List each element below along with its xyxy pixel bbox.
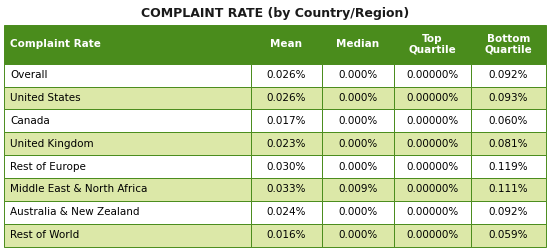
Bar xyxy=(322,64,393,87)
Bar xyxy=(4,109,251,132)
Text: 0.060%: 0.060% xyxy=(488,116,528,126)
Text: 0.024%: 0.024% xyxy=(267,207,306,217)
Bar xyxy=(322,224,393,247)
Text: 0.00000%: 0.00000% xyxy=(406,230,458,240)
Bar xyxy=(471,87,546,109)
Bar xyxy=(4,25,251,64)
Text: 0.092%: 0.092% xyxy=(488,207,528,217)
Bar xyxy=(4,201,251,224)
Text: Middle East & North Africa: Middle East & North Africa xyxy=(10,184,147,194)
Bar xyxy=(251,64,322,87)
Bar xyxy=(393,64,471,87)
Text: 0.000%: 0.000% xyxy=(338,93,377,103)
Bar xyxy=(471,64,546,87)
Text: 0.00000%: 0.00000% xyxy=(406,184,458,194)
Text: 0.000%: 0.000% xyxy=(338,162,377,172)
Text: 0.000%: 0.000% xyxy=(338,207,377,217)
Bar xyxy=(4,64,251,87)
Text: 0.017%: 0.017% xyxy=(267,116,306,126)
Text: 0.00000%: 0.00000% xyxy=(406,70,458,80)
Text: Median: Median xyxy=(336,39,380,49)
Text: Complaint Rate: Complaint Rate xyxy=(10,39,101,49)
Text: United Kingdom: United Kingdom xyxy=(10,139,94,149)
Text: 0.081%: 0.081% xyxy=(488,139,528,149)
Text: 0.033%: 0.033% xyxy=(267,184,306,194)
Text: 0.000%: 0.000% xyxy=(338,139,377,149)
Text: COMPLAINT RATE (by Country/Region): COMPLAINT RATE (by Country/Region) xyxy=(141,7,409,20)
Text: 0.093%: 0.093% xyxy=(488,93,528,103)
Text: 0.026%: 0.026% xyxy=(267,70,306,80)
Bar xyxy=(4,224,251,247)
Bar xyxy=(251,155,322,178)
Text: 0.030%: 0.030% xyxy=(267,162,306,172)
Text: 0.00000%: 0.00000% xyxy=(406,116,458,126)
Bar xyxy=(471,132,546,155)
Bar xyxy=(4,87,251,109)
Bar xyxy=(322,87,393,109)
Bar xyxy=(4,132,251,155)
Bar xyxy=(393,201,471,224)
Bar xyxy=(471,155,546,178)
Bar xyxy=(322,155,393,178)
Text: Overall: Overall xyxy=(10,70,47,80)
Bar xyxy=(251,178,322,201)
Text: 0.000%: 0.000% xyxy=(338,116,377,126)
Bar xyxy=(322,132,393,155)
Text: 0.016%: 0.016% xyxy=(267,230,306,240)
Bar xyxy=(393,224,471,247)
Bar xyxy=(393,87,471,109)
Bar xyxy=(393,155,471,178)
Bar xyxy=(322,25,393,64)
Bar xyxy=(4,155,251,178)
Bar xyxy=(393,132,471,155)
Bar xyxy=(322,109,393,132)
Bar xyxy=(471,178,546,201)
Text: 0.00000%: 0.00000% xyxy=(406,162,458,172)
Bar xyxy=(393,25,471,64)
Text: Mean: Mean xyxy=(271,39,303,49)
Bar xyxy=(322,201,393,224)
Bar xyxy=(251,201,322,224)
Text: 0.00000%: 0.00000% xyxy=(406,139,458,149)
Bar xyxy=(251,87,322,109)
Text: Bottom
Quartile: Bottom Quartile xyxy=(485,34,532,55)
Text: 0.000%: 0.000% xyxy=(338,230,377,240)
Bar xyxy=(251,132,322,155)
Text: 0.092%: 0.092% xyxy=(488,70,528,80)
Bar xyxy=(251,224,322,247)
Bar xyxy=(393,109,471,132)
Text: 0.059%: 0.059% xyxy=(488,230,528,240)
Text: 0.00000%: 0.00000% xyxy=(406,207,458,217)
Bar xyxy=(471,224,546,247)
Bar xyxy=(251,25,322,64)
Text: Top
Quartile: Top Quartile xyxy=(408,34,456,55)
Text: Rest of World: Rest of World xyxy=(10,230,79,240)
Text: 0.00000%: 0.00000% xyxy=(406,93,458,103)
Text: Australia & New Zealand: Australia & New Zealand xyxy=(10,207,139,217)
Text: 0.026%: 0.026% xyxy=(267,93,306,103)
Text: Canada: Canada xyxy=(10,116,49,126)
Text: 0.000%: 0.000% xyxy=(338,70,377,80)
Bar xyxy=(322,178,393,201)
Bar xyxy=(471,201,546,224)
Bar xyxy=(471,109,546,132)
Bar xyxy=(471,25,546,64)
Text: Rest of Europe: Rest of Europe xyxy=(10,162,86,172)
Text: 0.023%: 0.023% xyxy=(267,139,306,149)
Bar xyxy=(251,109,322,132)
Bar xyxy=(393,178,471,201)
Text: 0.119%: 0.119% xyxy=(488,162,528,172)
Text: 0.009%: 0.009% xyxy=(338,184,377,194)
Bar xyxy=(4,178,251,201)
Text: 0.111%: 0.111% xyxy=(488,184,528,194)
Text: United States: United States xyxy=(10,93,80,103)
